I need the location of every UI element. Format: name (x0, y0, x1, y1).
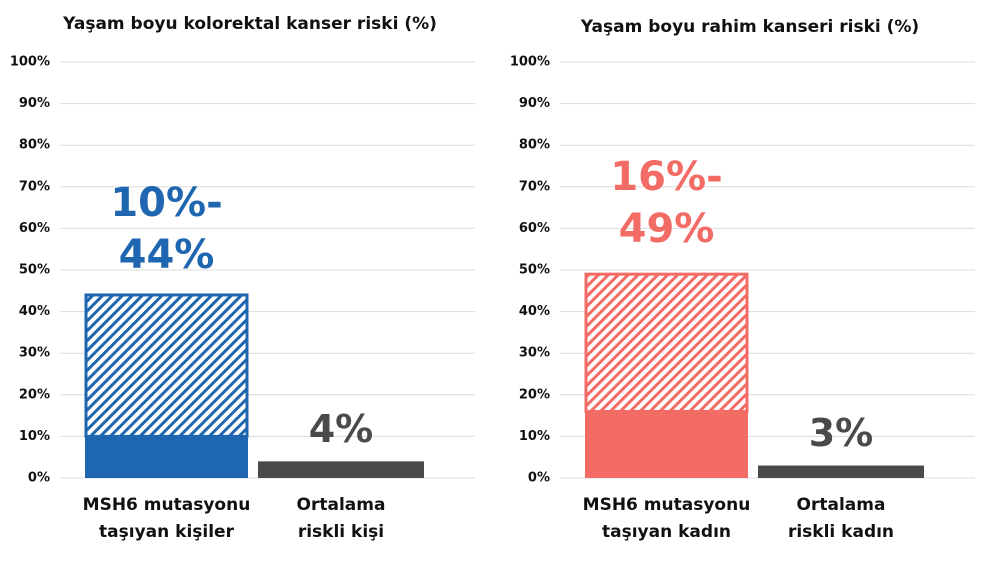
x-tick-label: Ortalama (797, 495, 886, 515)
y-tick-label: 0% (28, 471, 50, 486)
y-tick-label: 90% (19, 96, 50, 111)
value-label: 3% (809, 411, 874, 455)
y-tick-label: 60% (519, 221, 550, 236)
chart-title: Yaşam boyu rahim kanseri riski (%) (580, 17, 919, 37)
y-tick-label: 30% (519, 346, 550, 361)
x-tick-label: riskli kadın (788, 522, 894, 542)
y-tick-label: 10% (19, 429, 50, 444)
chart-title: Yaşam boyu kolorektal kanser riski (%) (62, 14, 437, 34)
y-tick-label: 50% (519, 263, 550, 278)
range-bar (584, 272, 749, 413)
value-label: 44% (119, 232, 215, 278)
x-tick-label: MSH6 mutasyonu (583, 495, 751, 515)
y-tick-label: 20% (19, 387, 50, 402)
value-label: 16%- (610, 154, 722, 200)
bar (258, 461, 424, 478)
y-tick-label: 100% (10, 55, 50, 70)
y-tick-label: 80% (519, 138, 550, 153)
y-tick-label: 70% (19, 179, 50, 194)
bar (758, 465, 924, 478)
y-tick-label: 30% (19, 346, 50, 361)
y-tick-label: 40% (519, 304, 550, 319)
value-label: 49% (619, 206, 715, 252)
y-tick-label: 40% (19, 304, 50, 319)
y-tick-label: 100% (510, 55, 550, 70)
x-tick-label: taşıyan kişiler (99, 522, 235, 542)
bar (585, 411, 748, 478)
y-tick-label: 50% (19, 263, 50, 278)
x-tick-label: taşıyan kadın (602, 522, 731, 542)
y-tick-label: 60% (19, 221, 50, 236)
y-tick-label: 0% (528, 471, 550, 486)
value-label: 10%- (110, 180, 222, 226)
y-tick-label: 70% (519, 179, 550, 194)
bar (85, 436, 248, 478)
x-tick-label: riskli kişi (298, 522, 384, 542)
y-tick-label: 10% (519, 429, 550, 444)
x-tick-label: Ortalama (297, 495, 386, 515)
y-tick-label: 20% (519, 387, 550, 402)
x-tick-label: MSH6 mutasyonu (83, 495, 251, 515)
range-bar (84, 293, 249, 438)
value-label: 4% (309, 407, 374, 451)
y-tick-label: 80% (19, 138, 50, 153)
y-tick-label: 90% (519, 96, 550, 111)
